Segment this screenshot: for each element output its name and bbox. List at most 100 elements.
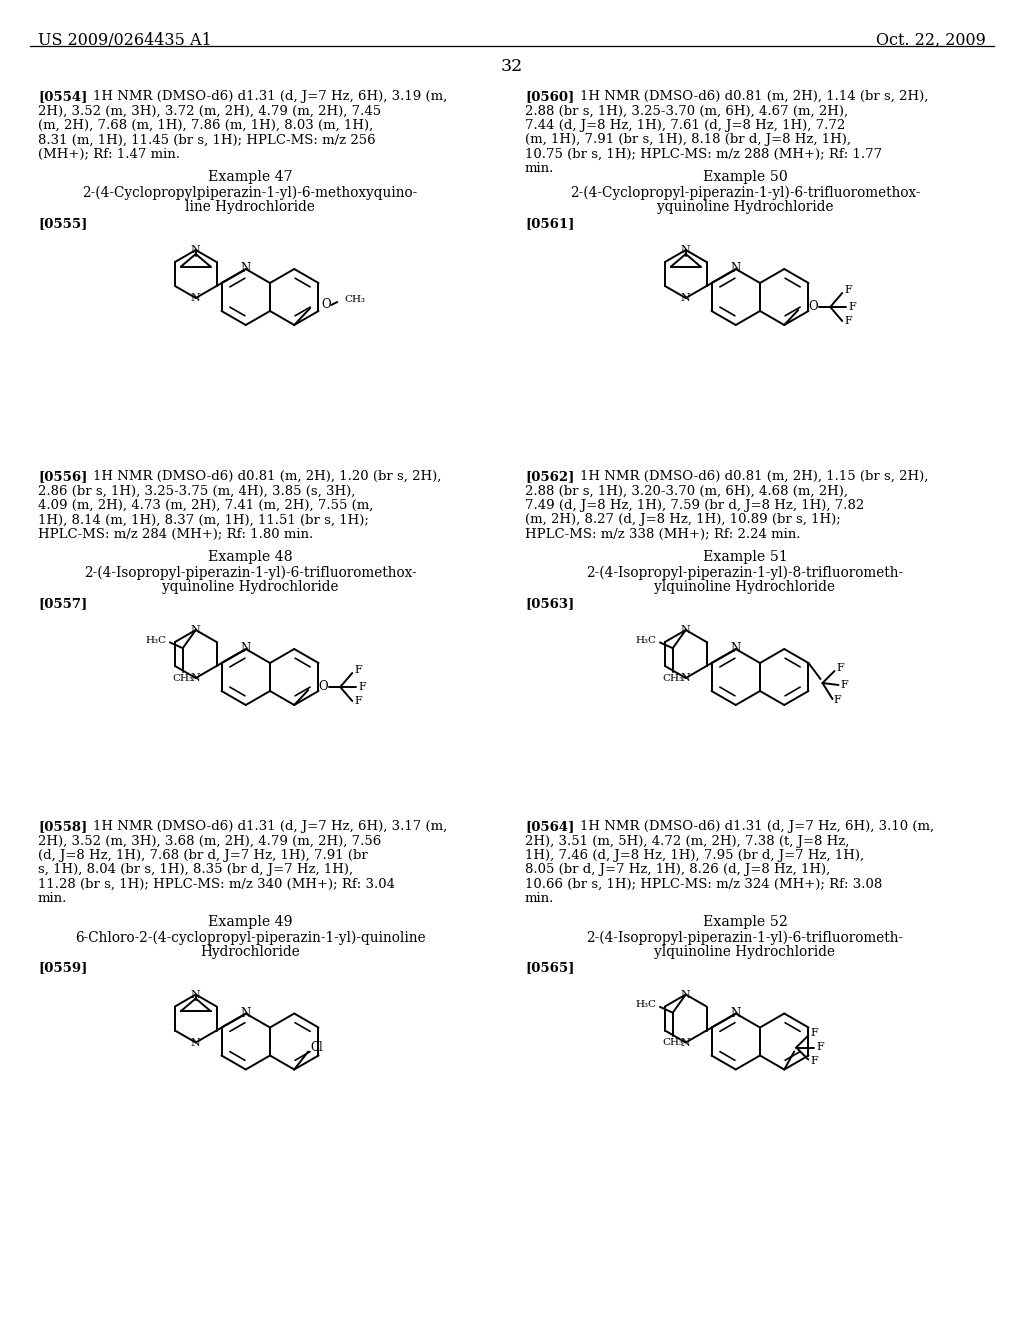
Text: [0562]: [0562] <box>525 470 574 483</box>
Text: 2-(4-Isopropyl-piperazin-1-yl)-8-trifluorometh-: 2-(4-Isopropyl-piperazin-1-yl)-8-trifluo… <box>587 566 903 581</box>
Text: [0556]: [0556] <box>38 470 87 483</box>
Text: [0565]: [0565] <box>525 961 574 974</box>
Text: H₃C: H₃C <box>146 636 167 645</box>
Text: 1H NMR (DMSO-d6) d0.81 (m, 2H), 1.20 (br s, 2H),: 1H NMR (DMSO-d6) d0.81 (m, 2H), 1.20 (br… <box>93 470 441 483</box>
Text: F: F <box>354 665 362 675</box>
Text: line Hydrochloride: line Hydrochloride <box>185 201 315 214</box>
Text: O: O <box>808 301 818 314</box>
Text: (m, 2H), 7.68 (m, 1H), 7.86 (m, 1H), 8.03 (m, 1H),: (m, 2H), 7.68 (m, 1H), 7.86 (m, 1H), 8.0… <box>38 119 374 132</box>
Text: [0564]: [0564] <box>525 820 574 833</box>
Text: F: F <box>841 680 848 690</box>
Text: (MH+); Rf: 1.47 min.: (MH+); Rf: 1.47 min. <box>38 148 180 161</box>
Text: N: N <box>681 246 690 255</box>
Text: N: N <box>241 1007 251 1020</box>
Text: N: N <box>681 990 690 999</box>
Text: F: F <box>834 696 842 705</box>
Text: 8.05 (br d, J=7 Hz, 1H), 8.26 (d, J=8 Hz, 1H),: 8.05 (br d, J=7 Hz, 1H), 8.26 (d, J=8 Hz… <box>525 863 830 876</box>
Text: 1H), 7.46 (d, J=8 Hz, 1H), 7.95 (br d, J=7 Hz, 1H),: 1H), 7.46 (d, J=8 Hz, 1H), 7.95 (br d, J… <box>525 849 864 862</box>
Text: 2H), 3.52 (m, 3H), 3.68 (m, 2H), 4.79 (m, 2H), 7.56: 2H), 3.52 (m, 3H), 3.68 (m, 2H), 4.79 (m… <box>38 834 381 847</box>
Text: F: F <box>358 682 366 692</box>
Text: Oct. 22, 2009: Oct. 22, 2009 <box>877 32 986 49</box>
Text: [0554]: [0554] <box>38 90 87 103</box>
Text: 2H), 3.52 (m, 3H), 3.72 (m, 2H), 4.79 (m, 2H), 7.45: 2H), 3.52 (m, 3H), 3.72 (m, 2H), 4.79 (m… <box>38 104 381 117</box>
Text: F: F <box>810 1056 818 1065</box>
Text: 1H), 8.14 (m, 1H), 8.37 (m, 1H), 11.51 (br s, 1H);: 1H), 8.14 (m, 1H), 8.37 (m, 1H), 11.51 (… <box>38 513 369 527</box>
Text: 2-(4-Cyclopropylpiperazin-1-yl)-6-methoxyquino-: 2-(4-Cyclopropylpiperazin-1-yl)-6-methox… <box>82 186 418 201</box>
Text: N: N <box>190 293 201 304</box>
Text: [0561]: [0561] <box>525 216 574 230</box>
Text: Example 52: Example 52 <box>702 915 787 929</box>
Text: 2H), 3.51 (m, 5H), 4.72 (m, 2H), 7.38 (t, J=8 Hz,: 2H), 3.51 (m, 5H), 4.72 (m, 2H), 7.38 (t… <box>525 834 849 847</box>
Text: N: N <box>731 263 741 276</box>
Text: 2-(4-Isopropyl-piperazin-1-yl)-6-trifluorometh-: 2-(4-Isopropyl-piperazin-1-yl)-6-trifluo… <box>587 931 903 945</box>
Text: O: O <box>322 298 331 312</box>
Text: N: N <box>241 643 251 656</box>
Text: N: N <box>241 263 251 276</box>
Text: [0559]: [0559] <box>38 961 87 974</box>
Text: N: N <box>190 673 201 682</box>
Text: ylquinoline Hydrochloride: ylquinoline Hydrochloride <box>654 581 836 594</box>
Text: 2.88 (br s, 1H), 3.25-3.70 (m, 6H), 4.67 (m, 2H),: 2.88 (br s, 1H), 3.25-3.70 (m, 6H), 4.67… <box>525 104 848 117</box>
Text: HPLC-MS: m/z 338 (MH+); Rf: 2.24 min.: HPLC-MS: m/z 338 (MH+); Rf: 2.24 min. <box>525 528 801 541</box>
Text: Example 50: Example 50 <box>702 170 787 185</box>
Text: 8.31 (m, 1H), 11.45 (br s, 1H); HPLC-MS: m/z 256: 8.31 (m, 1H), 11.45 (br s, 1H); HPLC-MS:… <box>38 133 376 147</box>
Text: F: F <box>816 1043 824 1052</box>
Text: Example 51: Example 51 <box>702 550 787 565</box>
Text: H₃C: H₃C <box>636 1001 657 1010</box>
Text: Example 47: Example 47 <box>208 170 292 185</box>
Text: F: F <box>354 696 362 706</box>
Text: yquinoline Hydrochloride: yquinoline Hydrochloride <box>162 581 338 594</box>
Text: H₃C: H₃C <box>636 636 657 645</box>
Text: N: N <box>190 1038 201 1048</box>
Text: Hydrochloride: Hydrochloride <box>200 945 300 960</box>
Text: s, 1H), 8.04 (br s, 1H), 8.35 (br d, J=7 Hz, 1H),: s, 1H), 8.04 (br s, 1H), 8.35 (br d, J=7… <box>38 863 353 876</box>
Text: 6-Chloro-2-(4-cyclopropyl-piperazin-1-yl)-quinoline: 6-Chloro-2-(4-cyclopropyl-piperazin-1-yl… <box>75 931 425 945</box>
Text: (m, 1H), 7.91 (br s, 1H), 8.18 (br d, J=8 Hz, 1H),: (m, 1H), 7.91 (br s, 1H), 8.18 (br d, J=… <box>525 133 851 147</box>
Text: (d, J=8 Hz, 1H), 7.68 (br d, J=7 Hz, 1H), 7.91 (br: (d, J=8 Hz, 1H), 7.68 (br d, J=7 Hz, 1H)… <box>38 849 368 862</box>
Text: 4.09 (m, 2H), 4.73 (m, 2H), 7.41 (m, 2H), 7.55 (m,: 4.09 (m, 2H), 4.73 (m, 2H), 7.41 (m, 2H)… <box>38 499 374 512</box>
Text: F: F <box>844 285 852 294</box>
Text: CH₃: CH₃ <box>663 673 683 682</box>
Text: N: N <box>190 990 201 999</box>
Text: CH₃: CH₃ <box>172 673 194 682</box>
Text: Cl: Cl <box>310 1041 323 1053</box>
Text: HPLC-MS: m/z 284 (MH+); Rf: 1.80 min.: HPLC-MS: m/z 284 (MH+); Rf: 1.80 min. <box>38 528 313 541</box>
Text: yquinoline Hydrochloride: yquinoline Hydrochloride <box>656 201 834 214</box>
Text: US 2009/0264435 A1: US 2009/0264435 A1 <box>38 32 212 49</box>
Text: min.: min. <box>38 892 68 906</box>
Text: F: F <box>837 663 844 673</box>
Text: O: O <box>318 681 328 693</box>
Text: (m, 2H), 8.27 (d, J=8 Hz, 1H), 10.89 (br s, 1H);: (m, 2H), 8.27 (d, J=8 Hz, 1H), 10.89 (br… <box>525 513 841 527</box>
Text: N: N <box>190 624 201 635</box>
Text: 10.66 (br s, 1H); HPLC-MS: m/z 324 (MH+); Rf: 3.08: 10.66 (br s, 1H); HPLC-MS: m/z 324 (MH+)… <box>525 878 883 891</box>
Text: 1H NMR (DMSO-d6) d0.81 (m, 2H), 1.15 (br s, 2H),: 1H NMR (DMSO-d6) d0.81 (m, 2H), 1.15 (br… <box>580 470 929 483</box>
Text: 32: 32 <box>501 58 523 75</box>
Text: 7.49 (d, J=8 Hz, 1H), 7.59 (br d, J=8 Hz, 1H), 7.82: 7.49 (d, J=8 Hz, 1H), 7.59 (br d, J=8 Hz… <box>525 499 864 512</box>
Text: 2.88 (br s, 1H), 3.20-3.70 (m, 6H), 4.68 (m, 2H),: 2.88 (br s, 1H), 3.20-3.70 (m, 6H), 4.68… <box>525 484 848 498</box>
Text: 2-(4-Isopropyl-piperazin-1-yl)-6-trifluoromethox-: 2-(4-Isopropyl-piperazin-1-yl)-6-trifluo… <box>84 566 417 581</box>
Text: F: F <box>844 315 852 326</box>
Text: 7.44 (d, J=8 Hz, 1H), 7.61 (d, J=8 Hz, 1H), 7.72: 7.44 (d, J=8 Hz, 1H), 7.61 (d, J=8 Hz, 1… <box>525 119 845 132</box>
Text: min.: min. <box>525 892 554 906</box>
Text: min.: min. <box>525 162 554 176</box>
Text: 1H NMR (DMSO-d6) d0.81 (m, 2H), 1.14 (br s, 2H),: 1H NMR (DMSO-d6) d0.81 (m, 2H), 1.14 (br… <box>580 90 929 103</box>
Text: N: N <box>681 293 690 304</box>
Text: N: N <box>190 246 201 255</box>
Text: N: N <box>681 673 690 682</box>
Text: [0560]: [0560] <box>525 90 574 103</box>
Text: F: F <box>848 302 856 312</box>
Text: 1H NMR (DMSO-d6) d1.31 (d, J=7 Hz, 6H), 3.19 (m,: 1H NMR (DMSO-d6) d1.31 (d, J=7 Hz, 6H), … <box>93 90 447 103</box>
Text: N: N <box>731 643 741 656</box>
Text: [0555]: [0555] <box>38 216 87 230</box>
Text: 2.86 (br s, 1H), 3.25-3.75 (m, 4H), 3.85 (s, 3H),: 2.86 (br s, 1H), 3.25-3.75 (m, 4H), 3.85… <box>38 484 355 498</box>
Text: 2-(4-Cyclopropyl-piperazin-1-yl)-6-trifluoromethox-: 2-(4-Cyclopropyl-piperazin-1-yl)-6-trifl… <box>569 186 921 201</box>
Text: [0563]: [0563] <box>525 597 574 610</box>
Text: CH₃: CH₃ <box>663 1038 683 1047</box>
Text: CH₃: CH₃ <box>344 296 366 305</box>
Text: Example 48: Example 48 <box>208 550 292 565</box>
Text: 10.75 (br s, 1H); HPLC-MS: m/z 288 (MH+); Rf: 1.77: 10.75 (br s, 1H); HPLC-MS: m/z 288 (MH+)… <box>525 148 882 161</box>
Text: ylquinoline Hydrochloride: ylquinoline Hydrochloride <box>654 945 836 960</box>
Text: Example 49: Example 49 <box>208 915 292 929</box>
Text: 1H NMR (DMSO-d6) d1.31 (d, J=7 Hz, 6H), 3.17 (m,: 1H NMR (DMSO-d6) d1.31 (d, J=7 Hz, 6H), … <box>93 820 447 833</box>
Text: 11.28 (br s, 1H); HPLC-MS: m/z 340 (MH+); Rf: 3.04: 11.28 (br s, 1H); HPLC-MS: m/z 340 (MH+)… <box>38 878 395 891</box>
